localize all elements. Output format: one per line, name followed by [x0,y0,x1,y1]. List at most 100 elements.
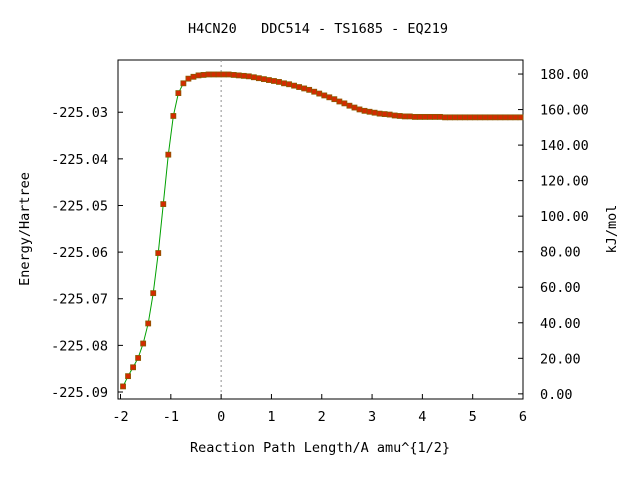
data-point-marker [311,88,318,95]
data-point-marker [462,114,469,121]
data-point-marker [406,113,413,120]
y-tick-label: -225.05 [51,198,108,214]
data-point-marker [341,100,348,107]
x-tick-label: 6 [519,409,527,425]
x-tick-label: 4 [418,409,426,425]
y-tick-label: -225.07 [51,292,108,308]
x-axis-label: Reaction Path Length/A amu^{1/2} [190,440,450,456]
data-point-marker [346,102,353,109]
data-point-marker [145,320,152,327]
data-point-marker [507,114,514,121]
data-point-marker [351,104,358,111]
y2-tick-label: 40.00 [540,316,581,332]
y2-axis-label: kJ/mol [604,205,620,254]
data-point-marker [150,290,157,297]
data-point-marker [381,111,388,117]
data-point-marker [321,92,328,99]
chart-title: H4CN20 DDC514 - TS1685 - EQ219 [188,21,448,37]
data-point-marker [361,107,368,114]
data-point-marker [281,80,287,87]
data-point-marker [140,340,147,347]
data-point-marker [411,113,418,120]
y-axis-ticks: -225.03 -225.04 -225.05 -225.06 -225.07 -225.… [51,105,123,401]
y-tick-label: -225.08 [51,338,108,354]
data-point-marker [316,90,323,97]
data-point-marker [245,73,252,80]
data-point-marker [130,364,136,371]
x-tick-label: 0 [217,409,225,425]
x-tick-label: 5 [469,409,477,425]
data-point-marker [416,113,423,120]
data-point-marker [210,71,217,78]
data-point-marker [185,75,192,82]
y2-axis-ticks: 180.00 160.00 140.00 120.00 100.00 80.00 60.00… [518,67,589,403]
data-point-marker [205,71,212,78]
data-point-marker [497,114,504,121]
y-tick-label: -225.03 [51,105,108,121]
data-point-marker [125,373,131,380]
data-point-marker [421,113,428,120]
y2-tick-label: 0.00 [540,387,573,403]
data-point-marker [442,114,448,121]
data-point-marker [326,94,333,101]
data-point-marker [396,113,403,119]
data-point-marker [215,71,222,78]
data-point-marker [135,355,142,361]
data-point-marker [447,114,453,121]
data-point-marker [266,77,272,83]
data-point-marker [376,110,383,117]
data-point-marker [160,201,167,207]
x-tick-label: -1 [163,409,179,425]
data-point-marker [457,114,464,121]
data-point-marker [472,114,479,121]
data-point-marker [487,114,494,121]
y2-tick-label: 120.00 [540,174,589,190]
data-point-marker [502,114,509,121]
data-point-marker [120,383,126,390]
y-axis-label: Energy/Hartree [17,172,33,286]
data-point-marker [482,114,489,121]
x-tick-label: 3 [368,409,376,425]
data-point-marker [276,79,282,85]
data-point-marker [175,90,182,97]
data-point-marker [306,86,313,93]
x-tick-label: 1 [267,409,275,425]
y-tick-label: -225.04 [51,152,108,168]
plot-border [117,59,524,400]
data-point-marker [165,151,172,158]
data-point-marker [220,71,227,78]
y2-tick-label: 80.00 [540,245,581,261]
data-point-marker [366,108,373,115]
data-point-marker [170,113,177,119]
x-axis-ticks: -2 -1 0 1 2 3 4 5 6 [112,394,527,425]
data-point-marker [225,71,232,78]
y2-tick-label: 100.00 [540,209,589,225]
data-point-marker [195,72,202,79]
y-tick-label: -225.06 [51,245,108,261]
data-point-marker [386,111,393,118]
data-point-marker [255,75,262,82]
data-point-marker [331,96,338,103]
y2-tick-label: 160.00 [540,103,589,119]
data-point-marker [240,72,247,79]
data-point-marker [391,112,398,119]
data-point-marker [155,250,162,256]
data-markers [120,71,524,390]
data-point-marker [427,113,433,120]
y2-tick-label: 20.00 [540,351,581,367]
data-point-marker [230,72,237,78]
data-point-marker [432,113,438,120]
data-point-marker [517,114,524,121]
data-point-marker [180,80,187,87]
x-tick-label: -2 [112,409,128,425]
data-point-marker [452,114,458,121]
data-point-marker [200,72,207,78]
data-point-marker [260,76,267,83]
y2-tick-label: 60.00 [540,280,581,296]
x-tick-label: 2 [318,409,326,425]
data-point-marker [250,74,257,81]
data-point-marker [235,72,242,79]
data-point-marker [467,114,474,121]
plot-frame [117,59,524,400]
data-point-marker [477,114,484,121]
